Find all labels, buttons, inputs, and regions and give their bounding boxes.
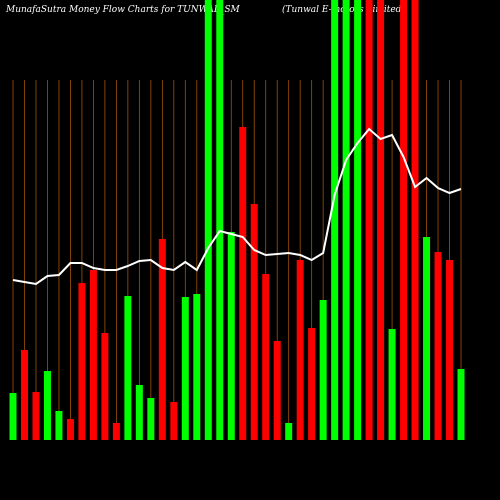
flow-line	[12, 127, 462, 286]
bar	[135, 385, 143, 440]
bar	[43, 371, 51, 440]
bar	[319, 300, 327, 440]
bar	[423, 237, 431, 440]
bar	[377, 0, 385, 440]
bar	[354, 0, 362, 440]
bar	[342, 0, 350, 440]
bar	[89, 270, 97, 440]
bar	[331, 0, 339, 440]
bar	[365, 0, 373, 440]
bar	[296, 260, 304, 440]
bar	[388, 329, 396, 440]
bar	[20, 350, 28, 440]
bar	[147, 398, 155, 440]
bar	[216, 0, 224, 440]
bar	[250, 204, 258, 440]
bar	[101, 333, 109, 440]
bar	[32, 392, 40, 440]
bar	[78, 283, 86, 440]
bar	[193, 294, 201, 440]
bar	[181, 297, 189, 440]
bar	[273, 341, 281, 440]
bar	[170, 402, 178, 440]
bar	[457, 369, 465, 440]
bar	[262, 274, 270, 440]
bar	[239, 127, 247, 440]
bar	[204, 0, 212, 440]
bar	[66, 419, 74, 440]
bar	[308, 328, 316, 440]
bar	[446, 260, 454, 440]
bar	[434, 252, 442, 440]
bar	[9, 393, 17, 440]
bar	[400, 0, 408, 440]
bar	[55, 411, 63, 440]
bar	[112, 423, 120, 440]
bar	[285, 423, 293, 440]
bar	[227, 232, 235, 440]
bar	[124, 296, 132, 440]
chart-title: MunafaSutra Money Flow Charts for TUNWAL…	[5, 5, 241, 15]
bar	[158, 239, 166, 440]
bar	[411, 0, 419, 440]
